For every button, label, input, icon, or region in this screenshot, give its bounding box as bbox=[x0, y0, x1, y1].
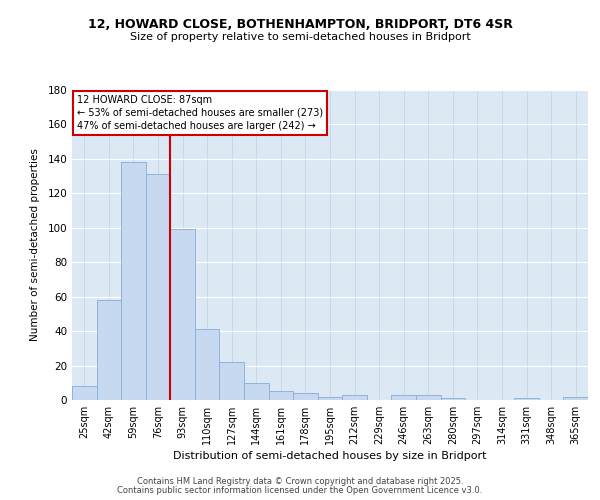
Text: 12, HOWARD CLOSE, BOTHENHAMPTON, BRIDPORT, DT6 4SR: 12, HOWARD CLOSE, BOTHENHAMPTON, BRIDPOR… bbox=[88, 18, 512, 30]
Bar bbox=[440, 398, 465, 400]
Bar bbox=[146, 174, 170, 400]
Bar bbox=[391, 395, 416, 400]
X-axis label: Distribution of semi-detached houses by size in Bridport: Distribution of semi-detached houses by … bbox=[173, 451, 487, 461]
Y-axis label: Number of semi-detached properties: Number of semi-detached properties bbox=[31, 148, 40, 342]
Bar bbox=[72, 386, 97, 400]
Text: Contains HM Land Registry data © Crown copyright and database right 2025.: Contains HM Land Registry data © Crown c… bbox=[137, 477, 463, 486]
Text: 12 HOWARD CLOSE: 87sqm
← 53% of semi-detached houses are smaller (273)
47% of se: 12 HOWARD CLOSE: 87sqm ← 53% of semi-det… bbox=[77, 94, 323, 131]
Text: Contains public sector information licensed under the Open Government Licence v3: Contains public sector information licen… bbox=[118, 486, 482, 495]
Bar bbox=[342, 395, 367, 400]
Text: Size of property relative to semi-detached houses in Bridport: Size of property relative to semi-detach… bbox=[130, 32, 470, 42]
Bar bbox=[121, 162, 146, 400]
Bar bbox=[244, 383, 269, 400]
Bar bbox=[318, 396, 342, 400]
Bar bbox=[514, 398, 539, 400]
Bar bbox=[97, 300, 121, 400]
Bar bbox=[563, 396, 588, 400]
Bar bbox=[195, 330, 220, 400]
Bar bbox=[170, 230, 195, 400]
Bar bbox=[416, 395, 440, 400]
Bar bbox=[220, 362, 244, 400]
Bar bbox=[293, 393, 318, 400]
Bar bbox=[269, 392, 293, 400]
